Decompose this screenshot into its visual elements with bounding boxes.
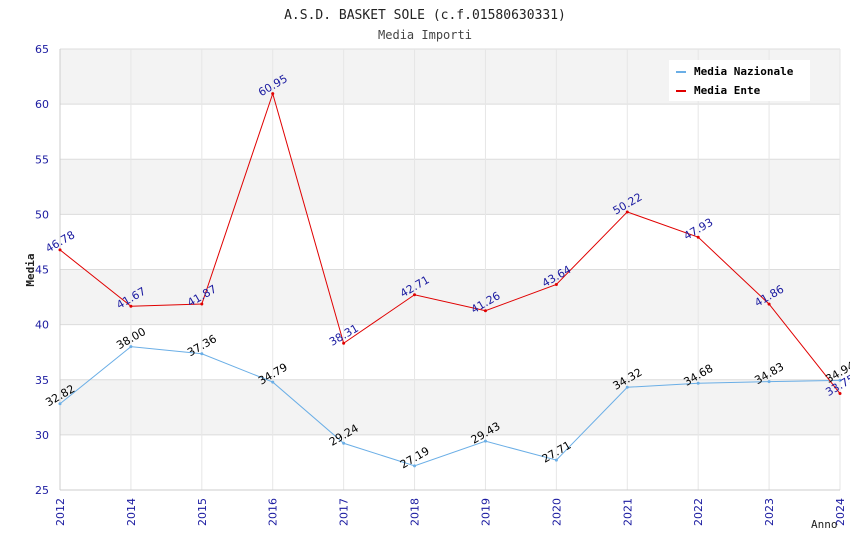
series-lines <box>58 91 842 468</box>
data-point <box>200 302 204 306</box>
data-point <box>413 464 417 468</box>
data-point <box>58 402 62 406</box>
chart-subtitle: Media Importi <box>378 28 472 42</box>
legend: Media Nazionale Media Ente <box>669 60 810 101</box>
y-tick-label: 55 <box>35 153 49 166</box>
plot-band <box>60 159 840 215</box>
x-tick-label: 2016 <box>267 498 280 526</box>
x-tick-label: 2020 <box>550 498 563 526</box>
y-tick-label: 30 <box>35 429 49 442</box>
y-tick-label: 50 <box>35 208 49 221</box>
y-tick-label: 35 <box>35 374 49 387</box>
data-point <box>413 293 417 297</box>
x-tick-label: 2017 <box>338 498 351 526</box>
x-tick-label: 2021 <box>621 498 634 526</box>
data-point <box>58 248 62 252</box>
data-point <box>342 441 346 445</box>
chart-title: A.S.D. BASKET SOLE (c.f.01580630331) <box>284 8 566 23</box>
x-tick-label: 2015 <box>196 498 209 526</box>
data-point <box>271 380 275 384</box>
x-tick-label: 2024 <box>834 498 847 526</box>
data-point <box>483 309 487 313</box>
plot-band <box>60 324 840 380</box>
plot-band <box>60 269 840 325</box>
data-point <box>625 210 629 214</box>
x-tick-label: 2019 <box>479 498 492 526</box>
plot-band <box>60 379 840 435</box>
axes: 25 30 35 40 45 50 55 60 65 2012 2014 2015 2016 2017 20… <box>35 43 847 526</box>
y-tick-label: 45 <box>35 264 49 277</box>
legend-box <box>669 60 810 101</box>
legend-label-ente: Media Ente <box>694 84 761 97</box>
data-point <box>129 345 133 349</box>
data-point <box>271 92 275 96</box>
plot-band <box>60 104 840 160</box>
data-point <box>838 378 842 382</box>
plot-band <box>60 214 840 270</box>
data-point <box>483 439 487 443</box>
data-point <box>767 302 771 306</box>
data-point <box>129 304 133 308</box>
data-point <box>554 458 558 462</box>
x-axis-label: Anno <box>811 518 838 531</box>
data-point <box>838 392 842 396</box>
y-tick-label: 60 <box>35 98 49 111</box>
y-axis-label: Media <box>24 253 37 286</box>
legend-label-nazionale: Media Nazionale <box>694 65 794 78</box>
data-point <box>696 381 700 385</box>
data-point <box>625 385 629 389</box>
data-point <box>554 282 558 286</box>
y-tick-label: 65 <box>35 43 49 56</box>
data-point <box>342 341 346 345</box>
series-line-nazionale <box>59 346 841 467</box>
data-point <box>200 352 204 356</box>
x-tick-label: 2014 <box>125 498 138 526</box>
series-line-ente <box>59 91 841 394</box>
x-tick-label: 2023 <box>763 498 776 526</box>
x-tick-label: 2018 <box>409 498 422 526</box>
x-tick-label: 2022 <box>692 498 705 526</box>
y-tick-label: 25 <box>35 484 49 497</box>
data-point <box>696 235 700 239</box>
plot-band <box>60 434 840 490</box>
y-tick-label: 40 <box>35 319 49 332</box>
data-point <box>767 380 771 384</box>
x-tick-label: 2012 <box>54 498 67 526</box>
plot-bands <box>60 49 840 490</box>
